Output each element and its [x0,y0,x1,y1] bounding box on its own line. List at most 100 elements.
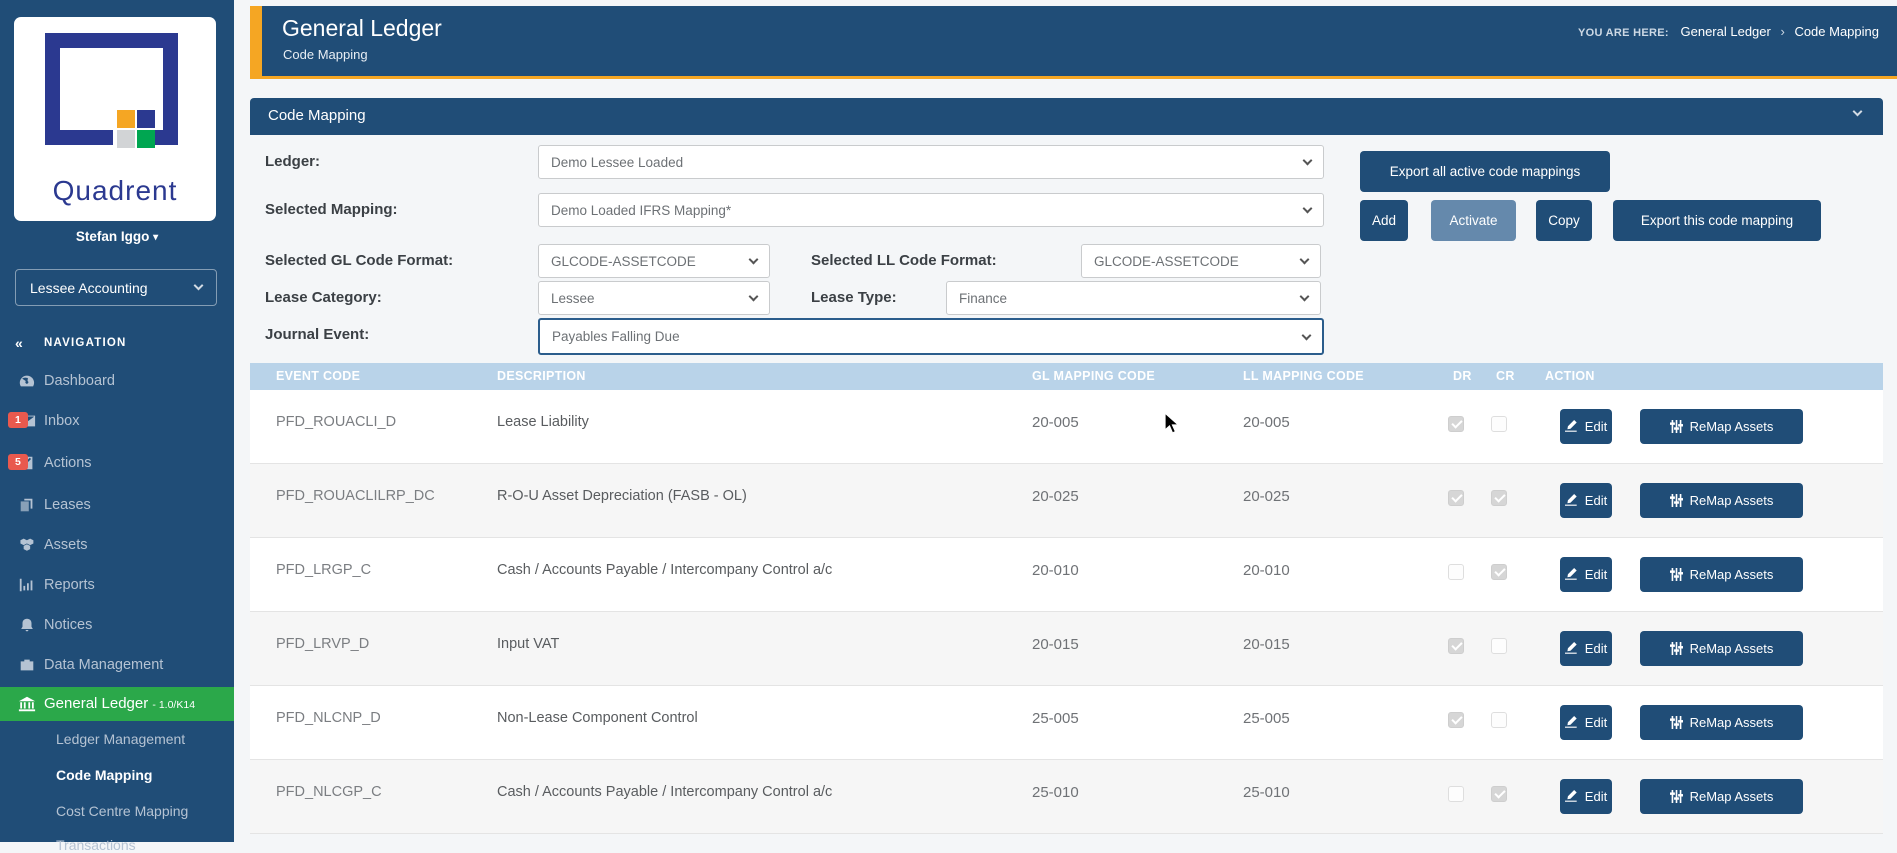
assets-icon [18,537,36,553]
lease-category-label: Lease Category: [265,289,382,306]
panel-code-mapping-header[interactable]: Code Mapping [250,98,1883,135]
ledger-select[interactable]: Demo Lessee Loaded [538,145,1324,179]
col-ll-mapping-code: LL MAPPING CODE [1243,369,1364,383]
remap-assets-button[interactable]: ReMap Assets [1640,705,1803,740]
chevron-down-icon [1302,330,1312,340]
breadcrumb: YOU ARE HERE: General Ledger › Code Mapp… [1578,24,1879,39]
subnav-cost-centre-mapping[interactable]: Cost Centre Mapping [56,803,188,819]
edit-icon [1565,716,1578,729]
sidebar-item-dashboard[interactable]: Dashboard [0,372,234,402]
dr-checkbox [1448,712,1464,728]
cr-checkbox [1491,712,1507,728]
ll-mapping-code: 25-010 [1243,784,1290,801]
lease-type-select[interactable]: Finance [946,281,1321,315]
brand-wordmark: Quadrent [14,175,216,207]
description: Input VAT [497,636,559,652]
event-code: PFD_NLCNP_D [276,710,381,726]
sidebar-item-assets[interactable]: Assets [0,536,234,566]
sidebar-item-leases[interactable]: Leases [0,496,234,526]
edit-icon [1565,790,1578,803]
chevron-down-icon [1303,204,1313,214]
ll-mapping-code: 20-025 [1243,488,1290,505]
module-version: - 1.0/K14 [152,699,195,711]
description: Cash / Accounts Payable / Intercompany C… [497,562,832,578]
remap-assets-icon [1670,642,1683,655]
remap-assets-button[interactable]: ReMap Assets [1640,483,1803,518]
add-button[interactable]: Add [1360,200,1408,241]
sidebar-item-general-ledger[interactable]: General Ledger - 1.0/K14 [0,687,234,721]
chevron-down-icon [1300,255,1310,265]
page-subtitle: Code Mapping [283,47,368,62]
subnav-transactions[interactable]: Transactions [56,837,136,853]
user-name: Stefan Iggo [76,229,150,244]
gl-mapping-code: 25-010 [1032,784,1079,801]
subnav-code-mapping[interactable]: Code Mapping [56,767,152,783]
breadcrumb-general-ledger[interactable]: General Ledger [1681,24,1771,39]
cr-checkbox [1491,638,1507,654]
gl-mapping-code: 20-005 [1032,414,1079,431]
dr-checkbox [1448,490,1464,506]
cr-checkbox [1491,416,1507,432]
collapse-panel-icon[interactable] [1853,107,1863,117]
description: R-O-U Asset Depreciation (FASB - OL) [497,488,747,504]
logo-square-gray [117,130,135,148]
edit-button[interactable]: Edit [1560,779,1612,814]
remap-assets-button[interactable]: ReMap Assets [1640,409,1803,444]
gl-format-label: Selected GL Code Format: [265,252,453,269]
collapse-sidebar-icon[interactable]: « [15,335,23,351]
ll-mapping-code: 20-010 [1243,562,1290,579]
remap-assets-button[interactable]: ReMap Assets [1640,557,1803,592]
sidebar-item-data-management[interactable]: Data Management [0,656,234,686]
caret-down-icon: ▾ [153,232,158,243]
ll-mapping-code: 20-005 [1243,414,1290,431]
logo-q-icon [45,33,178,145]
role-select[interactable]: Lessee Accounting [15,269,217,306]
gl-mapping-code: 20-025 [1032,488,1079,505]
description: Cash / Accounts Payable / Intercompany C… [497,784,832,800]
remap-assets-icon [1670,716,1683,729]
gl-format-select[interactable]: GLCODE-ASSETCODE [538,244,770,278]
chevron-down-icon [749,255,759,265]
edit-button[interactable]: Edit [1560,557,1612,592]
table-row: PFD_ROUACLILRP_DC R-O-U Asset Depreciati… [250,464,1883,538]
export-this-mapping-button[interactable]: Export this code mapping [1613,200,1821,241]
gl-mapping-code: 20-010 [1032,562,1079,579]
reports-icon [18,577,36,593]
edit-icon [1565,494,1578,507]
dr-checkbox [1448,786,1464,802]
remap-assets-button[interactable]: ReMap Assets [1640,779,1803,814]
remap-assets-icon [1670,790,1683,803]
breadcrumb-prefix: YOU ARE HERE: [1578,27,1669,39]
ll-mapping-code: 25-005 [1243,710,1290,727]
export-all-mappings-button[interactable]: Export all active code mappings [1360,151,1610,192]
page-header: General Ledger Code Mapping YOU ARE HERE… [250,6,1897,79]
copy-button[interactable]: Copy [1536,200,1592,241]
edit-button[interactable]: Edit [1560,409,1612,444]
activate-button[interactable]: Activate [1431,200,1516,241]
edit-button[interactable]: Edit [1560,631,1612,666]
user-menu[interactable]: Stefan Iggo ▾ [0,229,234,244]
ll-format-select[interactable]: GLCODE-ASSETCODE [1081,244,1321,278]
remap-assets-button[interactable]: ReMap Assets [1640,631,1803,666]
table-row: PFD_LRGP_C Cash / Accounts Payable / Int… [250,538,1883,612]
journal-event-select[interactable]: Payables Falling Due [538,318,1324,355]
subnav-ledger-management[interactable]: Ledger Management [56,731,185,747]
lease-category-select[interactable]: Lessee [538,281,770,315]
actions-count-badge: 5 [8,454,28,470]
selected-mapping-select[interactable]: Demo Loaded IFRS Mapping* [538,193,1324,227]
edit-button[interactable]: Edit [1560,705,1612,740]
chevron-down-icon [749,292,759,302]
edit-icon [1565,642,1578,655]
sidebar-item-notices[interactable]: Notices [0,616,234,646]
event-code: PFD_LRGP_C [276,562,371,578]
journal-event-label: Journal Event: [265,326,369,343]
col-cr: CR [1496,369,1515,383]
breadcrumb-code-mapping[interactable]: Code Mapping [1794,24,1879,39]
table-row: PFD_NLCNP_D Non-Lease Component Control … [250,686,1883,760]
edit-button[interactable]: Edit [1560,483,1612,518]
event-code: PFD_LRVP_D [276,636,369,652]
chevron-down-icon [194,281,204,291]
sidebar-item-reports[interactable]: Reports [0,576,234,606]
